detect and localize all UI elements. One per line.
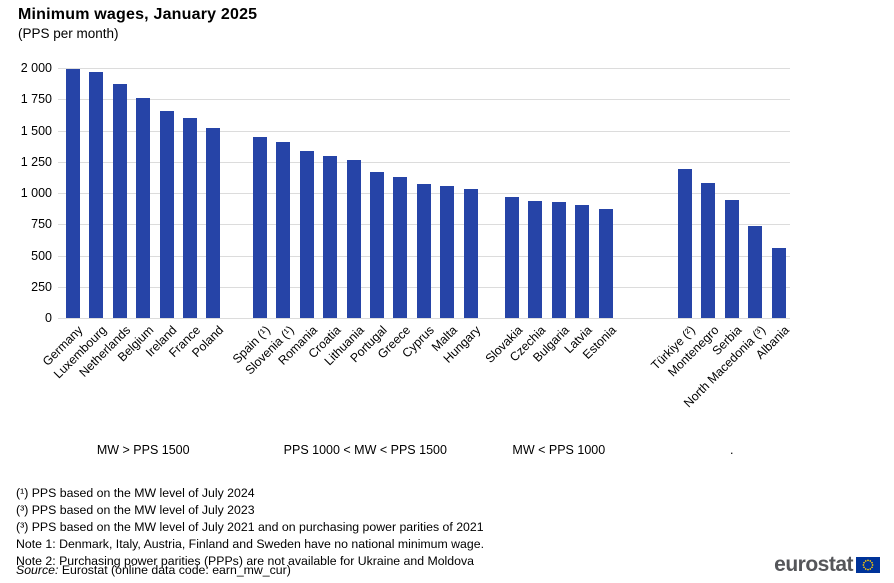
group-label-4: . (730, 443, 734, 457)
bar-portugal (370, 172, 384, 318)
bar-latvia (575, 204, 590, 318)
footnote-3: (³) PPS based on the MW level of July 20… (16, 520, 484, 534)
bar-spain (253, 136, 267, 319)
source-line: Source: Eurostat (online data code: earn… (16, 563, 291, 577)
y-tick-0: 0 (45, 311, 52, 325)
x-label-croatia: Croatia (305, 323, 344, 361)
group-label-2: PPS 1000 < MW < PPS 1500 (283, 443, 447, 457)
eu-flag-icon (856, 557, 880, 573)
x-label-bulgaria: Bulgaria (529, 323, 572, 365)
x-label-hungary: Hungary (440, 323, 484, 366)
x-label-romania: Romania (275, 323, 320, 368)
y-tick-1000: 1 000 (20, 186, 52, 200)
gridline-2000 (58, 68, 790, 69)
bar-montenegro (701, 183, 716, 318)
eurostat-logo-text: eurostat (774, 553, 853, 576)
bar-netherlands (112, 83, 127, 318)
gridline-1500 (58, 130, 790, 132)
bar-slovakia (505, 196, 519, 319)
bar-poland (206, 128, 221, 318)
source-label: Source: (16, 563, 59, 577)
x-label-slovenia: Slovenia (¹) (241, 323, 297, 378)
x-label-türkiye: Türkiye (²) (648, 323, 698, 373)
group-labels: MW > PPS 1500 PPS 1000 < MW < PPS 1500 MW … (58, 443, 790, 459)
eurostat-logo: eurostat (774, 553, 880, 577)
bar-north-macedonia (748, 226, 763, 318)
x-label-portugal: Portugal (347, 323, 390, 366)
group-label-3: MW < PPS 1000 (512, 443, 606, 457)
bar-albania (771, 248, 786, 318)
footnote-2: (³) PPS based on the MW level of July 20… (16, 503, 255, 517)
x-label-north-macedonia: North Macedonia (³) (680, 323, 769, 411)
x-label-luxembourg: Luxembourg (51, 323, 110, 382)
x-label-serbia: Serbia (709, 323, 745, 359)
bar-hungary (463, 189, 478, 319)
chart-subtitle: (PPS per month) (18, 26, 119, 41)
x-label-spain: Spain (¹) (229, 323, 273, 367)
x-label-belgium: Belgium (114, 323, 157, 365)
gridline-1250 (58, 161, 790, 163)
x-label-albania: Albania (752, 323, 792, 362)
plot-area (58, 68, 790, 319)
bar-germany (66, 69, 80, 319)
bar-serbia (724, 199, 739, 318)
y-tick-500: 500 (31, 248, 52, 263)
footnotes: (¹) PPS based on the MW level of July 20… (16, 485, 484, 570)
y-tick-250: 250 (31, 279, 52, 294)
footnote-1: (¹) PPS based on the MW level of July 20… (16, 486, 255, 500)
source-text: Eurostat (online data code: earn_mw_cur) (61, 563, 291, 577)
x-label-latvia: Latvia (561, 323, 596, 357)
x-label-france: France (165, 323, 203, 360)
bar-bulgaria (551, 201, 566, 319)
x-label-montenegro: Montenegro (664, 323, 722, 380)
y-tick-1750: 1 750 (20, 92, 52, 107)
x-label-slovakia: Slovakia (482, 323, 525, 366)
x-label-ireland: Ireland (143, 323, 180, 360)
y-tick-1250: 1 250 (20, 154, 52, 169)
x-label-poland: Poland (189, 323, 227, 360)
gridline-1750 (58, 99, 790, 101)
x-label-cyprus: Cyprus (399, 323, 437, 361)
bar-slovenia (276, 142, 291, 318)
note-2: Note 2: Purchasing power parities (PPPs)… (16, 554, 474, 568)
bar-luxembourg (89, 72, 104, 318)
bar-ireland (159, 110, 174, 318)
gridline-0 (58, 318, 790, 319)
bar-cyprus (416, 184, 431, 319)
bar-france (183, 118, 197, 318)
x-label-greece: Greece (374, 323, 414, 362)
y-tick-2000: 2 000 (20, 61, 52, 75)
bar-türkiye (678, 168, 692, 318)
y-tick-750: 750 (31, 217, 52, 232)
x-label-germany: Germany (40, 323, 86, 369)
bar-belgium (136, 98, 151, 318)
y-tick-1500: 1 500 (20, 123, 52, 138)
x-label-malta: Malta (428, 323, 461, 355)
bar-czechia (528, 201, 543, 318)
bar-lithuania (346, 159, 361, 318)
x-label-estonia: Estonia (579, 323, 619, 362)
x-label-lithuania: Lithuania (321, 323, 367, 369)
x-label-netherlands: Netherlands (75, 323, 133, 380)
bar-estonia (598, 208, 613, 318)
bar-greece (393, 176, 408, 319)
chart-title: Minimum wages, January 2025 (18, 6, 258, 23)
bar-romania (299, 150, 314, 318)
x-label-czechia: Czechia (506, 323, 549, 365)
bar-croatia (323, 155, 338, 318)
bar-malta (440, 186, 455, 318)
group-label-1: MW > PPS 1500 (96, 443, 190, 457)
note-1: Note 1: Denmark, Italy, Austria, Finland… (16, 537, 484, 551)
y-axis: 0 250 500 750 1 000 1 250 1 500 1 750 2 000 (0, 61, 52, 325)
